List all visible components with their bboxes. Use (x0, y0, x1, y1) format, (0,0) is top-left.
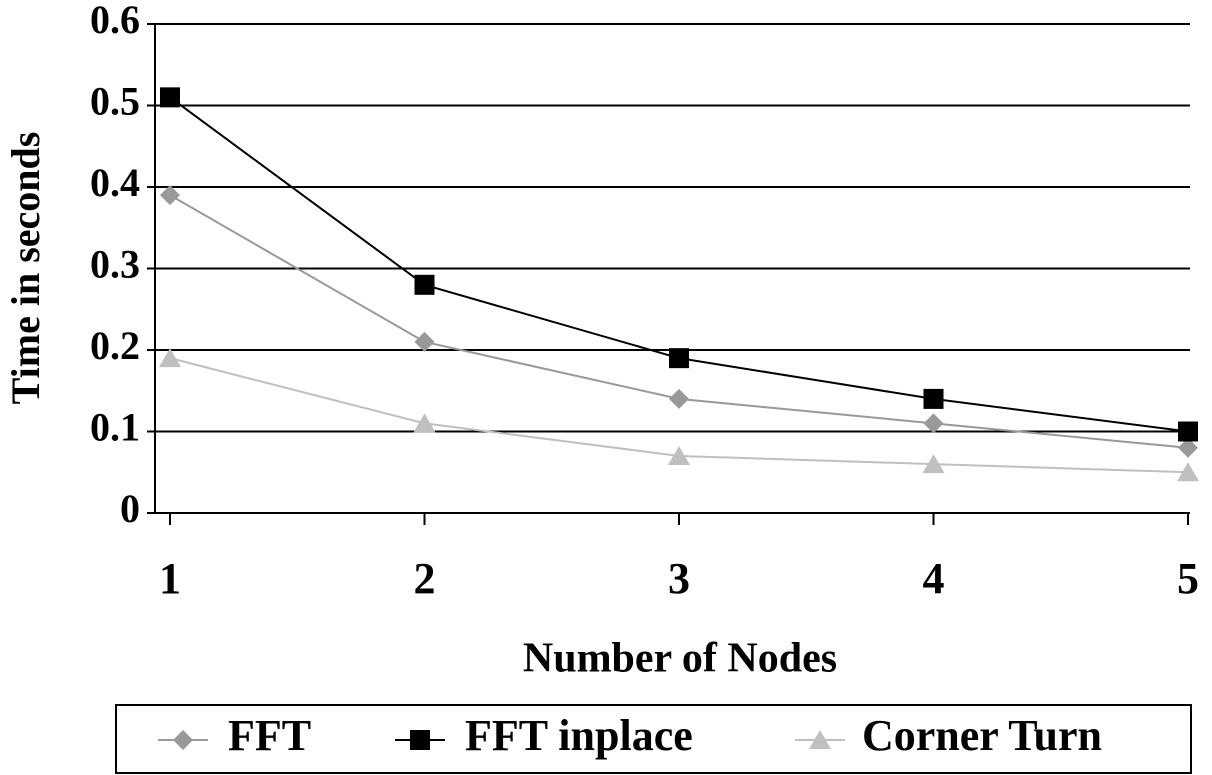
x-tick-label: 4 (923, 554, 945, 603)
data-point (1177, 462, 1199, 482)
data-point (669, 388, 689, 409)
y-tick-label: 0.2 (90, 323, 140, 368)
data-point (922, 454, 945, 474)
y-tick-label: 0 (120, 486, 140, 531)
data-point (923, 413, 944, 434)
data-point (160, 185, 180, 206)
legend-label: Corner Turn (862, 711, 1102, 760)
x-axis-title: Number of Nodes (523, 636, 837, 682)
legend-label: FFT inplace (465, 711, 693, 760)
data-point (1178, 421, 1198, 442)
x-tick-label: 5 (1177, 554, 1199, 603)
data-point (414, 274, 435, 295)
data-point (160, 87, 180, 108)
legend-marker (410, 730, 430, 750)
y-axis-title: Time in seconds (3, 132, 48, 405)
y-tick-label: 0.1 (90, 405, 140, 450)
data-point (414, 331, 435, 352)
data-point (923, 388, 944, 409)
y-tick-label: 0.5 (90, 79, 140, 124)
y-tick-label: 0.4 (90, 160, 140, 205)
series-line (169, 194, 1189, 449)
data-point (159, 348, 181, 368)
x-tick-label: 3 (668, 554, 690, 603)
legend-marker (809, 730, 831, 749)
series-line (169, 96, 1189, 433)
data-point (668, 445, 690, 465)
data-point (413, 413, 436, 433)
x-tick-label: 1 (159, 554, 181, 603)
y-tick-label: 0.6 (90, 0, 140, 42)
x-tick-label: 2 (414, 554, 436, 603)
legend-label: FFT (228, 711, 311, 760)
legend-marker (173, 730, 193, 750)
legend-box (115, 704, 1192, 774)
data-point (1178, 437, 1198, 458)
data-point (669, 348, 689, 369)
y-tick-label: 0.3 (90, 242, 140, 287)
